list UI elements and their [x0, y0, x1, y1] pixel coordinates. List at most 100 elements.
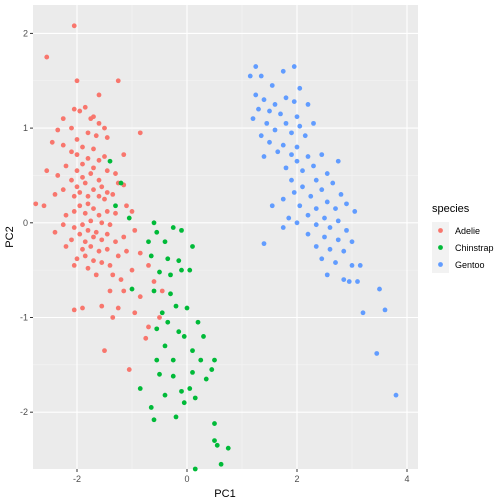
data-point-adelie: [88, 171, 94, 176]
data-point-adelie: [99, 237, 105, 243]
data-point-gentoo: [280, 225, 286, 230]
data-point-gentoo: [327, 246, 333, 252]
data-point-gentoo: [247, 73, 253, 79]
data-point-gentoo: [280, 142, 286, 148]
data-point-gentoo: [305, 102, 311, 107]
data-point-chinstrap: [170, 373, 176, 379]
data-point-adelie: [93, 272, 99, 278]
y-axis: -2 -1 0 1 2: [20, 28, 33, 417]
data-point-gentoo: [308, 193, 314, 199]
data-point-gentoo: [283, 165, 289, 171]
data-point-chinstrap: [190, 370, 195, 375]
data-point-gentoo: [275, 149, 281, 155]
data-point-adelie: [99, 303, 105, 309]
data-point-gentoo: [322, 215, 327, 221]
data-point-gentoo: [278, 111, 283, 117]
data-point-adelie: [121, 288, 127, 294]
data-point-adelie: [129, 267, 135, 273]
data-point-chinstrap: [159, 310, 165, 316]
data-point-chinstrap: [212, 357, 217, 363]
data-point-chinstrap: [113, 203, 118, 209]
data-point-adelie: [55, 127, 61, 133]
legend-label-chinstrap: Chinstrap: [455, 243, 494, 253]
legend-label-gentoo: Gentoo: [455, 260, 485, 270]
data-point-chinstrap: [129, 286, 135, 292]
data-point-chinstrap: [126, 215, 132, 221]
data-point-adelie: [80, 305, 85, 311]
data-point-adelie: [85, 227, 91, 233]
data-point-gentoo: [333, 260, 338, 265]
data-point-chinstrap: [168, 272, 173, 278]
data-point-gentoo: [349, 239, 355, 245]
data-point-gentoo: [258, 73, 264, 79]
data-point-chinstrap: [176, 258, 182, 264]
data-point-chinstrap: [192, 395, 198, 401]
data-point-chinstrap: [190, 244, 195, 249]
data-point-adelie: [69, 177, 74, 183]
data-point-adelie: [71, 263, 77, 268]
data-point-adelie: [85, 193, 91, 199]
data-point-adelie: [107, 263, 113, 268]
data-point-adelie: [118, 277, 124, 283]
data-point-adelie: [104, 168, 110, 174]
points-layer: [33, 23, 399, 472]
data-point-chinstrap: [181, 334, 187, 339]
data-point-adelie: [107, 222, 113, 228]
data-point-gentoo: [250, 116, 256, 122]
x-tick-label: 2: [294, 474, 299, 484]
data-point-chinstrap: [151, 288, 157, 294]
x-axis: -2 0 2 4: [73, 469, 410, 484]
data-point-gentoo: [305, 212, 311, 218]
data-point-gentoo: [305, 231, 311, 237]
data-point-adelie: [102, 125, 107, 131]
data-point-chinstrap: [198, 357, 204, 363]
data-point-gentoo: [344, 201, 349, 207]
data-point-adelie: [82, 239, 88, 245]
data-point-adelie: [115, 305, 121, 311]
data-point-adelie: [82, 104, 88, 110]
data-point-adelie: [104, 246, 110, 252]
data-point-adelie: [44, 54, 50, 60]
data-point-gentoo: [267, 139, 272, 145]
data-point-gentoo: [302, 133, 308, 139]
data-point-chinstrap: [184, 305, 190, 311]
data-point-gentoo: [352, 209, 358, 214]
y-tick-label: 1: [23, 123, 28, 133]
data-point-chinstrap: [165, 319, 171, 325]
data-point-gentoo: [289, 130, 294, 136]
data-point-gentoo: [256, 106, 261, 112]
data-point-chinstrap: [179, 388, 184, 394]
data-point-adelie: [69, 149, 74, 155]
data-point-adelie: [113, 239, 118, 245]
data-point-adelie: [137, 130, 143, 136]
data-point-chinstrap: [209, 367, 215, 372]
data-point-adelie: [121, 152, 127, 158]
data-point-adelie: [99, 184, 105, 190]
data-point-adelie: [74, 184, 80, 190]
data-point-gentoo: [294, 144, 300, 150]
data-point-adelie: [77, 108, 83, 114]
data-point-adelie: [96, 177, 102, 183]
data-point-gentoo: [319, 256, 325, 262]
data-point-chinstrap: [181, 400, 187, 406]
data-point-adelie: [60, 187, 66, 193]
data-point-gentoo: [311, 120, 316, 126]
data-point-chinstrap: [162, 343, 168, 349]
data-point-gentoo: [297, 203, 303, 209]
data-point-adelie: [107, 288, 113, 294]
data-point-adelie: [129, 209, 135, 214]
data-point-gentoo: [313, 244, 319, 249]
data-point-adelie: [96, 193, 102, 199]
data-point-gentoo: [311, 163, 316, 169]
data-point-adelie: [80, 174, 85, 180]
data-point-adelie: [63, 244, 69, 249]
y-tick-label: -2: [20, 407, 28, 417]
data-point-chinstrap: [146, 239, 151, 245]
data-point-chinstrap: [151, 417, 157, 423]
data-point-gentoo: [341, 277, 347, 283]
data-point-gentoo: [341, 248, 347, 254]
data-point-chinstrap: [218, 461, 224, 467]
data-point-gentoo: [269, 203, 275, 209]
data-point-gentoo: [297, 123, 303, 129]
